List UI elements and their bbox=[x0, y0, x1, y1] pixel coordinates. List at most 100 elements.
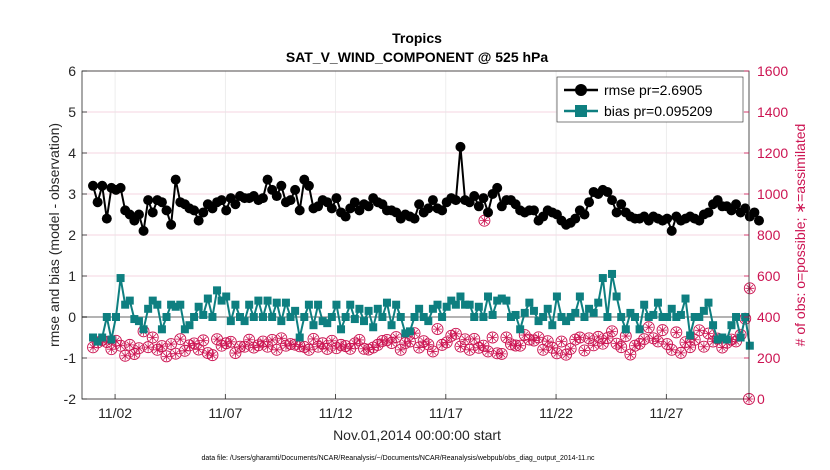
obs-assimilated-marker bbox=[102, 337, 112, 347]
rmse-point bbox=[666, 225, 677, 236]
bias-point bbox=[722, 335, 731, 344]
bias-point bbox=[369, 323, 378, 332]
obs-assimilated-marker bbox=[501, 333, 511, 342]
obs-possible-marker bbox=[463, 343, 476, 356]
legend: rmse pr=2.6905 bias pr=0.095209 bbox=[556, 76, 744, 123]
bias-point bbox=[713, 335, 722, 344]
bias-point bbox=[291, 306, 300, 315]
obs-assimilated-marker bbox=[258, 337, 268, 347]
rmse-point bbox=[257, 193, 268, 204]
bias-point bbox=[557, 313, 566, 321]
bias-point bbox=[543, 304, 552, 313]
obs-assimilated-marker bbox=[575, 333, 585, 342]
obs-assimilated-marker bbox=[731, 336, 741, 346]
bias-point bbox=[213, 286, 222, 295]
obs-assimilated-marker bbox=[194, 345, 204, 355]
obs-assimilated-marker bbox=[423, 339, 433, 349]
obs-assimilated-marker bbox=[635, 339, 645, 349]
rmse-point bbox=[115, 182, 126, 193]
bias-point bbox=[176, 300, 185, 309]
bias-point bbox=[295, 333, 304, 342]
obs-assimilated-marker bbox=[304, 345, 314, 355]
obs-assimilated-marker bbox=[699, 342, 709, 352]
obs-assimilated-marker bbox=[557, 337, 567, 347]
obs-possible-marker bbox=[482, 345, 494, 358]
obs-possible-marker bbox=[426, 345, 439, 358]
bias-point bbox=[226, 317, 235, 326]
rmse-point bbox=[326, 203, 337, 214]
rmse-point bbox=[478, 193, 489, 204]
bias-point bbox=[222, 292, 231, 301]
obs-assimilated-marker bbox=[465, 345, 475, 355]
obs-possible-marker bbox=[697, 340, 710, 353]
rmse-point bbox=[189, 205, 200, 216]
rmse-point bbox=[331, 193, 342, 204]
bias-point bbox=[428, 304, 437, 313]
rmse-point bbox=[607, 195, 618, 206]
legend-bias-label: bias pr=0.095209 bbox=[604, 103, 713, 119]
bias-point bbox=[548, 321, 557, 330]
y-right-tick-label: 1600 bbox=[757, 63, 788, 79]
bias-point bbox=[461, 300, 470, 309]
bias-point bbox=[144, 304, 153, 313]
bias-point bbox=[102, 313, 111, 321]
obs-assimilated-marker bbox=[198, 335, 208, 345]
bias-point bbox=[474, 302, 483, 311]
bias-point bbox=[180, 325, 189, 334]
bias-point bbox=[107, 335, 116, 344]
obs-assimilated-marker bbox=[235, 342, 245, 352]
bias-point bbox=[387, 321, 396, 330]
bias-point bbox=[139, 325, 148, 334]
rmse-point bbox=[450, 195, 461, 206]
bias-point bbox=[672, 313, 681, 321]
obs-assimilated-marker bbox=[442, 337, 452, 347]
obs-assimilated-marker bbox=[598, 339, 608, 349]
bias-point bbox=[332, 300, 341, 309]
y-tick-label: 4 bbox=[68, 145, 76, 161]
rmse-point bbox=[611, 207, 622, 218]
obs-assimilated-marker bbox=[88, 342, 98, 352]
obs-assimilated-marker bbox=[106, 344, 116, 354]
obs-possible-marker bbox=[266, 334, 279, 346]
obs-assimilated-marker bbox=[639, 334, 649, 344]
obs-assimilated-marker bbox=[621, 331, 631, 341]
obs-assimilated-marker bbox=[681, 337, 691, 347]
bias-point bbox=[745, 341, 754, 350]
obs-assimilated-marker bbox=[584, 333, 594, 343]
bias-point bbox=[314, 300, 323, 309]
y-tick-label: 1 bbox=[68, 268, 76, 284]
bias-point bbox=[465, 300, 474, 309]
obs-possible-marker bbox=[160, 350, 173, 363]
obs-possible-marker bbox=[684, 341, 697, 354]
bias-point bbox=[277, 317, 286, 326]
legend-box bbox=[556, 76, 744, 123]
obs-assimilated-marker bbox=[676, 348, 686, 358]
obs-assimilated-marker bbox=[579, 345, 589, 355]
obs-possible-marker bbox=[289, 338, 302, 351]
obs-possible-marker bbox=[142, 341, 155, 354]
bias-point bbox=[676, 310, 685, 319]
obs-possible-marker bbox=[348, 337, 361, 350]
rmse-point bbox=[363, 201, 374, 212]
bias-point bbox=[199, 310, 208, 319]
obs-assimilated-marker bbox=[685, 342, 695, 352]
obs-assimilated-marker bbox=[396, 345, 406, 355]
bias-point bbox=[497, 294, 506, 303]
bias-point bbox=[268, 313, 277, 321]
rmse-point bbox=[473, 201, 484, 212]
rmse-point bbox=[602, 186, 613, 197]
bias-point bbox=[392, 300, 401, 309]
rmse-point bbox=[570, 213, 581, 224]
rmse-point bbox=[271, 191, 282, 202]
obs-possible-marker bbox=[252, 339, 265, 352]
x-tick-label: 11/02 bbox=[98, 405, 132, 421]
y-tick-label: 5 bbox=[68, 104, 76, 120]
obs-possible-marker bbox=[114, 339, 127, 352]
obs-assimilated-marker bbox=[483, 346, 493, 356]
y-right-tick-label: 400 bbox=[757, 309, 781, 325]
obs-assimilated-marker bbox=[244, 335, 254, 345]
obs-assimilated-marker bbox=[359, 344, 369, 354]
bias-point bbox=[419, 313, 428, 321]
y-tick-label: 6 bbox=[68, 63, 76, 79]
